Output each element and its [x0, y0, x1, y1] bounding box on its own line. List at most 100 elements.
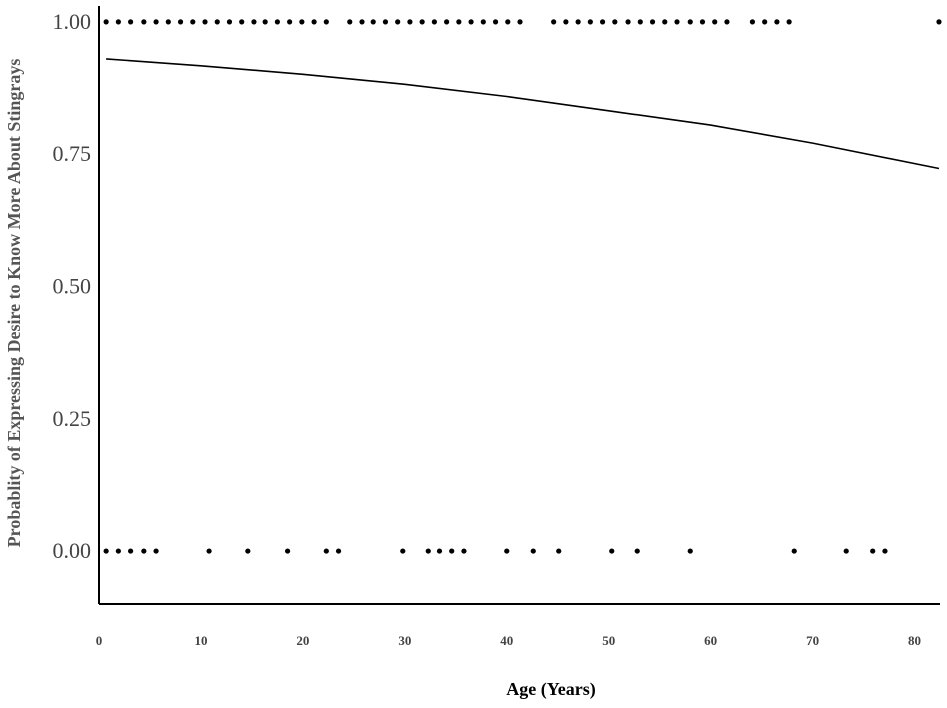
y-tick-label: 0.25 — [53, 406, 92, 431]
data-point — [128, 548, 134, 554]
data-point — [128, 19, 134, 25]
x-axis-label: Age (Years) — [506, 679, 595, 700]
data-point — [226, 19, 233, 25]
data-point — [551, 19, 557, 25]
data-point — [370, 19, 376, 25]
data-point — [662, 19, 668, 25]
x-tick-label: 70 — [806, 633, 819, 648]
data-point — [587, 19, 593, 25]
data-point — [456, 19, 462, 25]
data-point — [504, 548, 510, 554]
x-tick-label: 60 — [704, 633, 717, 648]
data-point — [382, 19, 389, 25]
data-point — [936, 19, 942, 25]
y-tick-labels: 0.00 0.25 0.50 0.75 1.00 — [53, 9, 92, 563]
data-point — [609, 548, 615, 554]
data-point — [449, 548, 455, 554]
y-tick-label: 0.50 — [53, 273, 92, 298]
data-point — [674, 19, 680, 25]
data-point — [444, 19, 450, 25]
points-group-y0 — [103, 548, 888, 554]
data-point — [687, 548, 693, 554]
data-point — [262, 19, 268, 25]
data-point — [153, 19, 159, 25]
data-point — [749, 19, 756, 25]
data-point — [517, 19, 523, 25]
data-point — [335, 548, 342, 554]
data-point — [870, 548, 876, 554]
data-point — [461, 548, 467, 554]
data-point — [347, 19, 353, 25]
data-point — [141, 19, 147, 25]
y-axis-label: Probablity of Expressing Desire to Know … — [4, 59, 24, 548]
data-point — [190, 19, 196, 25]
data-point — [323, 548, 329, 554]
data-point — [245, 548, 251, 554]
data-point — [103, 19, 109, 25]
data-point — [843, 548, 849, 554]
data-point — [153, 548, 159, 554]
x-tick-label: 50 — [602, 633, 615, 648]
data-point — [712, 19, 718, 25]
data-point — [791, 548, 797, 554]
data-point — [649, 19, 656, 25]
data-point — [407, 19, 413, 25]
data-point — [634, 548, 640, 554]
y-tick-label: 1.00 — [53, 9, 92, 34]
data-point — [530, 548, 536, 554]
data-point — [141, 548, 147, 554]
data-point — [115, 19, 121, 25]
data-point — [556, 548, 562, 554]
data-point — [599, 19, 606, 25]
data-point — [468, 19, 474, 25]
data-point — [251, 19, 257, 25]
data-point — [425, 548, 431, 554]
data-point — [431, 19, 437, 25]
data-point — [882, 548, 888, 554]
data-point — [299, 19, 305, 25]
x-tick-label: 20 — [296, 633, 309, 648]
data-point — [395, 19, 401, 25]
data-point — [563, 19, 569, 25]
fitted-curve — [106, 58, 940, 170]
data-point — [165, 19, 171, 25]
data-point — [311, 19, 317, 25]
data-point — [103, 548, 109, 554]
data-point — [419, 19, 425, 25]
x-tick-label: 0 — [96, 633, 103, 648]
data-point — [202, 19, 208, 25]
data-point — [625, 19, 631, 25]
y-tick-label: 0.00 — [53, 538, 92, 563]
y-tick-label: 0.75 — [53, 141, 92, 166]
data-point — [323, 19, 329, 25]
data-point — [274, 19, 280, 25]
plot-area — [98, 6, 942, 605]
x-tick-label: 10 — [194, 633, 207, 648]
data-point — [206, 548, 212, 554]
x-tick-label: 30 — [398, 633, 411, 648]
x-tick-labels: 0 10 20 30 40 50 60 70 80 — [96, 633, 921, 648]
data-point — [214, 19, 220, 25]
data-point — [762, 19, 768, 25]
data-point — [724, 19, 730, 25]
data-point — [505, 19, 511, 25]
data-point — [687, 19, 693, 25]
data-point — [287, 19, 293, 25]
x-tick-label: 40 — [500, 633, 513, 648]
data-point — [239, 19, 245, 25]
data-point — [359, 19, 365, 25]
data-point — [284, 548, 291, 554]
x-tick-label: 80 — [908, 633, 921, 648]
data-point — [480, 19, 486, 25]
data-point — [699, 19, 706, 25]
points-group-y1 — [103, 19, 942, 25]
data-point — [492, 19, 499, 25]
data-point — [786, 19, 792, 25]
data-point — [612, 19, 618, 25]
data-point — [400, 548, 406, 554]
data-point — [115, 548, 121, 554]
data-point — [436, 548, 443, 554]
data-point — [774, 19, 780, 25]
data-point — [177, 19, 184, 25]
